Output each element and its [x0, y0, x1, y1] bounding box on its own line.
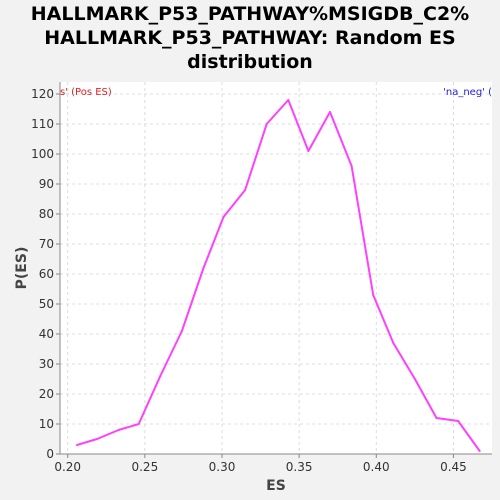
x-tick-label: 0.40	[363, 460, 390, 474]
legend-pos-es: s' (Pos ES)	[60, 87, 112, 98]
legend-na-neg: 'na_neg' (	[443, 87, 492, 98]
x-tick-label: 0.20	[54, 460, 81, 474]
x-tick-label: 0.45	[440, 460, 467, 474]
y-tick-label: 80	[39, 207, 54, 221]
data-point	[137, 423, 140, 425]
chart-title-line-3: distribution	[187, 51, 313, 73]
data-point	[457, 420, 460, 422]
series-group	[75, 99, 481, 452]
y-tick-label: 50	[39, 297, 54, 311]
y-tick-label: 120	[31, 87, 54, 101]
series-line	[76, 99, 481, 452]
y-axis-label: P(ES)	[14, 247, 30, 290]
data-point	[287, 99, 290, 101]
y-tick-label: 10	[39, 417, 54, 431]
y-tick-label: 30	[39, 357, 54, 371]
y-tick-label: 40	[39, 327, 54, 341]
y-axis-ticks: 0 10 20 30 40 50 60 70 80 90 100 110 120	[31, 87, 60, 461]
x-tick-label: 0.30	[209, 460, 236, 474]
data-point	[117, 429, 120, 431]
data-point	[265, 123, 268, 125]
y-tick-label: 20	[39, 387, 54, 401]
data-point	[413, 378, 416, 380]
data-point	[180, 330, 183, 332]
data-point	[350, 165, 353, 167]
chart-title-line-2: HALLMARK_P53_PATHWAY: Random ES	[44, 27, 456, 49]
data-point	[202, 267, 205, 269]
data-point	[435, 417, 438, 419]
x-tick-label: 0.35	[286, 460, 313, 474]
y-tick-label: 110	[31, 117, 54, 131]
data-point	[244, 189, 247, 191]
data-point	[478, 450, 481, 452]
x-axis-label: ES	[266, 478, 286, 494]
data-point	[75, 444, 78, 446]
data-point	[159, 375, 162, 377]
data-point	[96, 438, 99, 440]
data-point	[372, 294, 375, 296]
data-point	[329, 111, 331, 113]
y-tick-label: 90	[39, 177, 54, 191]
plot-area	[60, 82, 492, 454]
data-point	[222, 216, 225, 218]
data-point	[307, 150, 310, 152]
x-tick-label: 0.25	[131, 460, 158, 474]
y-tick-label: 60	[39, 267, 54, 281]
chart-title: HALLMARK_P53_PATHWAY%MSIGDB_C2% HALLMARK…	[0, 2, 500, 74]
y-tick-label: 70	[39, 237, 54, 251]
chart-title-line-1: HALLMARK_P53_PATHWAY%MSIGDB_C2%	[30, 3, 470, 25]
data-point	[392, 342, 395, 344]
x-axis-ticks: 0.20 0.25 0.30 0.35 0.40 0.45	[54, 454, 467, 474]
y-tick-label: 100	[31, 147, 54, 161]
y-tick-label: 0	[46, 447, 54, 461]
